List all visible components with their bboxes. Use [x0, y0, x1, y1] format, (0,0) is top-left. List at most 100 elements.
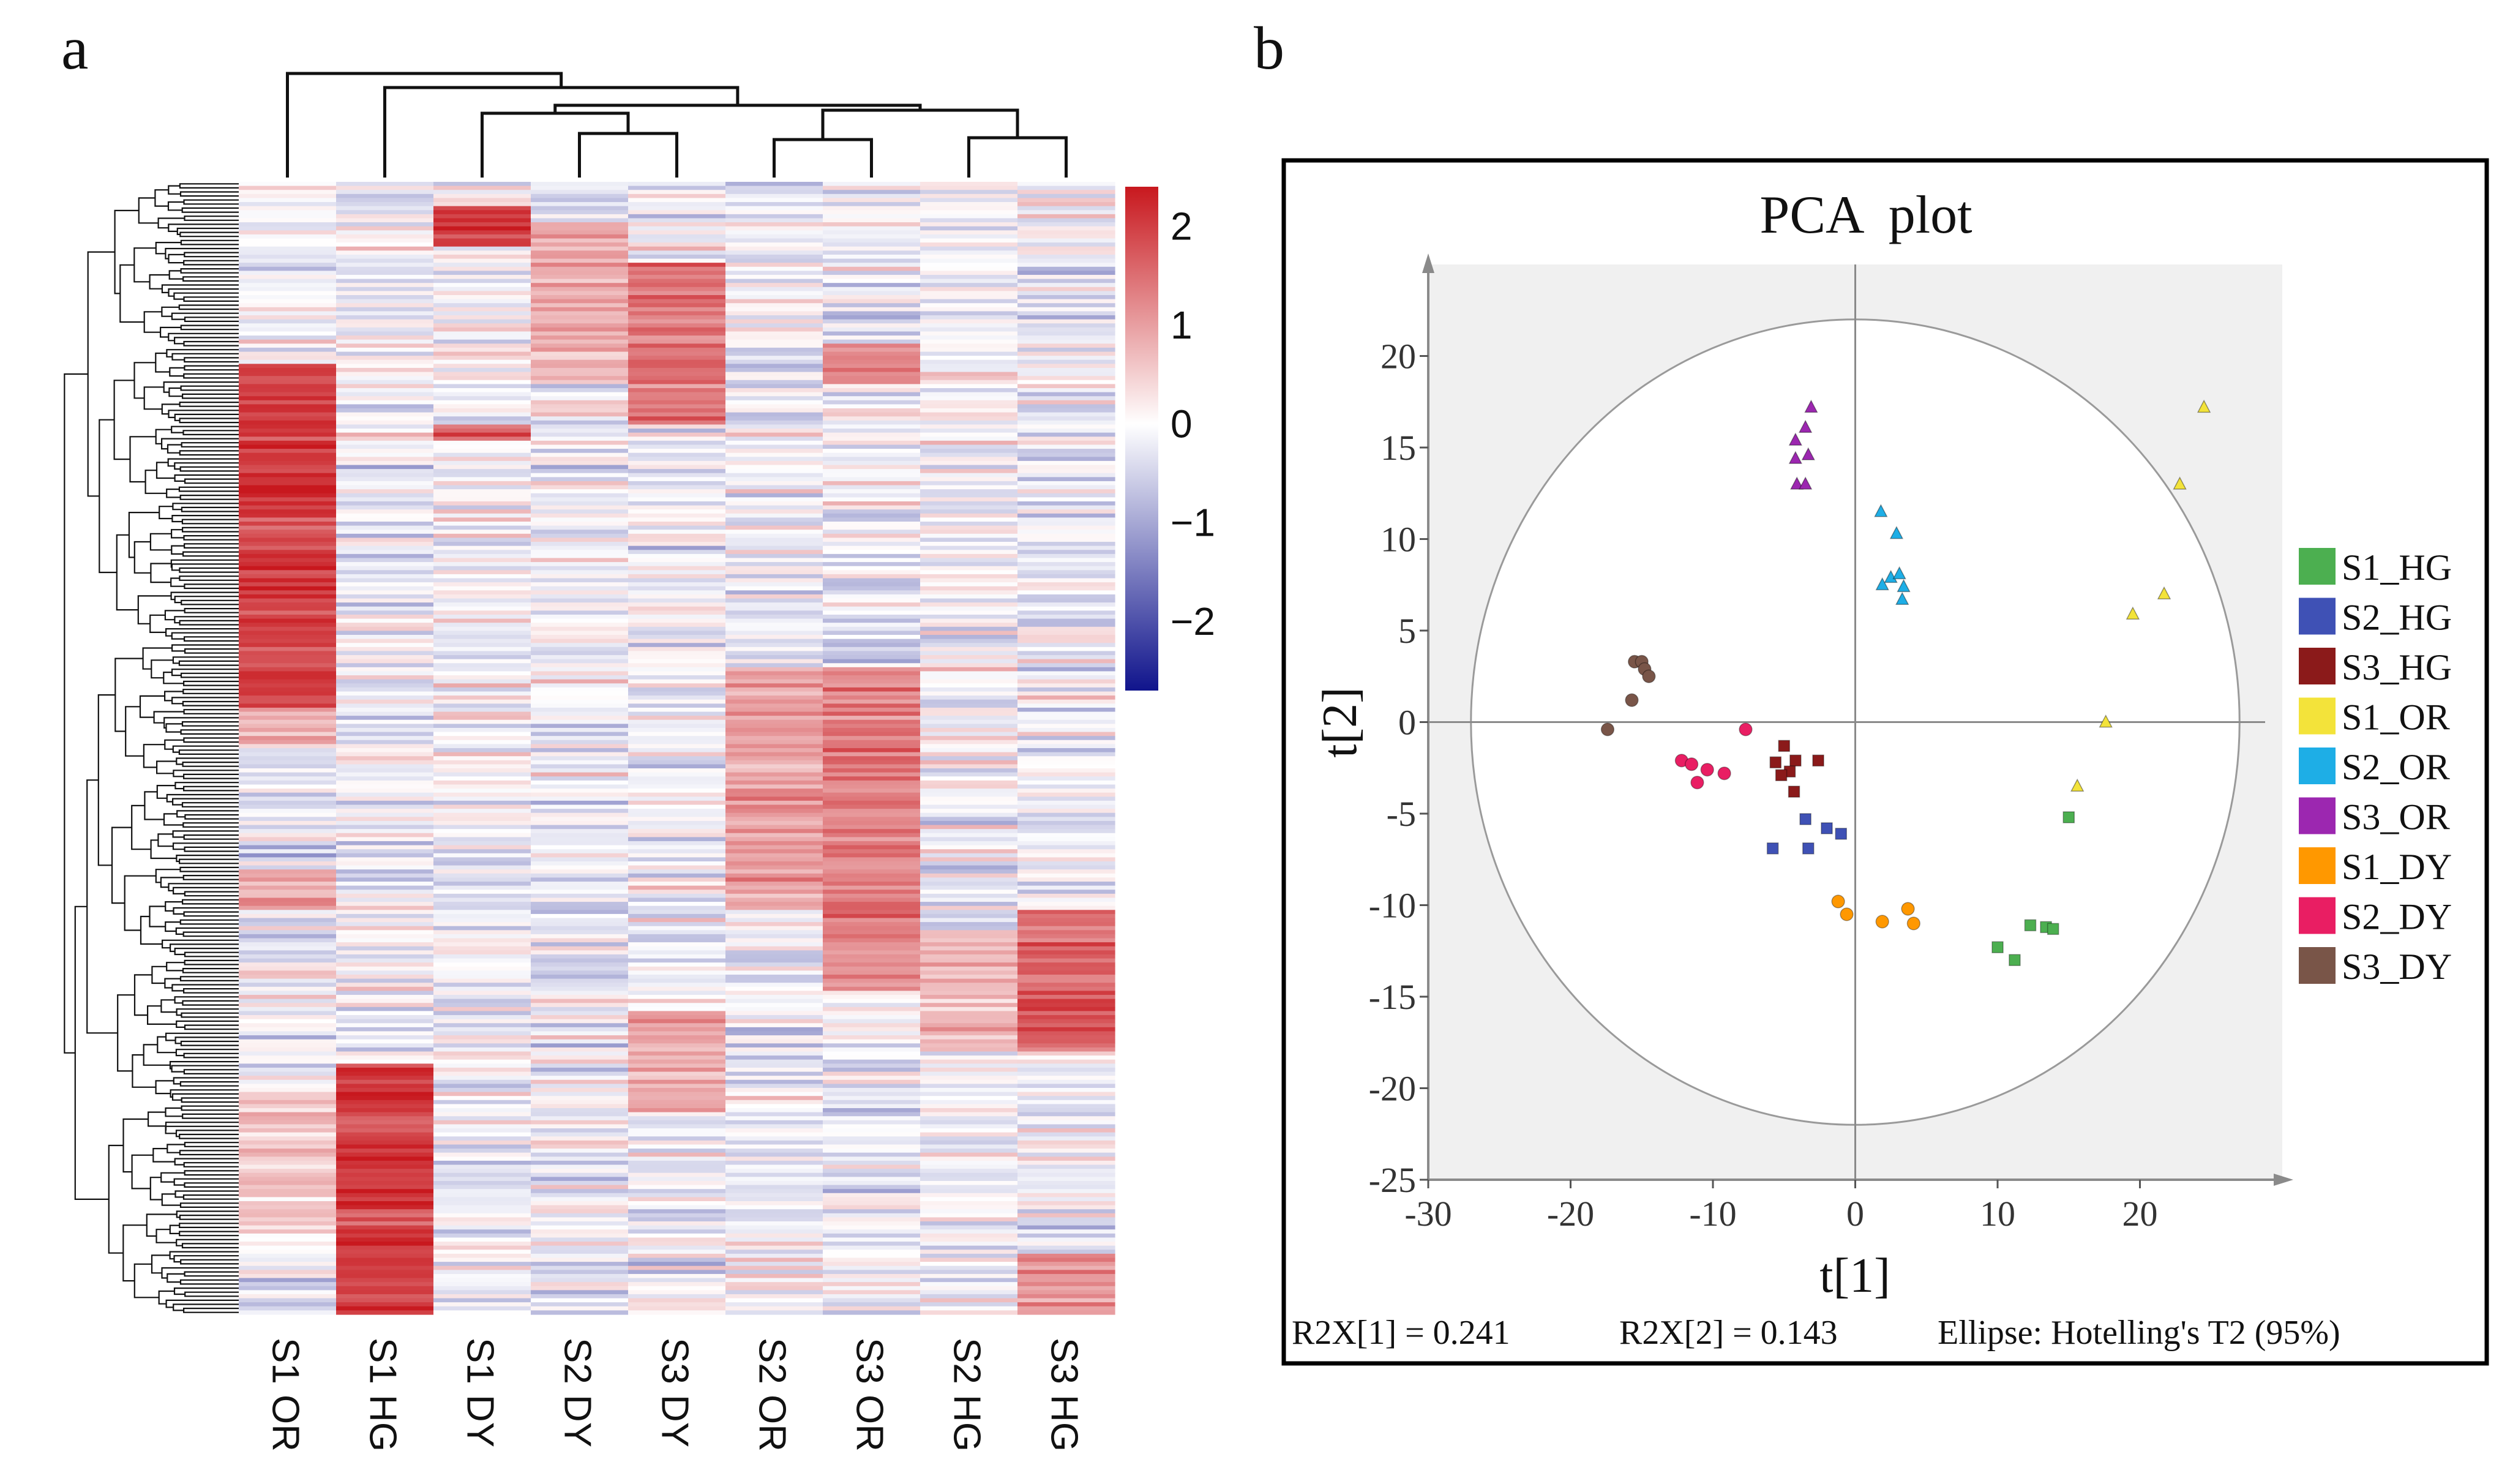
- heatmap-cell: [920, 501, 1018, 506]
- heatmap-cell: [433, 234, 531, 239]
- heatmap-cell: [336, 206, 434, 211]
- heatmap-cell: [920, 562, 1018, 567]
- heatmap-cell: [336, 1169, 434, 1174]
- heatmap-cell: [725, 1225, 823, 1230]
- heatmap-cell: [1017, 1229, 1115, 1234]
- heatmap-cell: [1017, 497, 1115, 502]
- heatmap-cell: [628, 258, 726, 263]
- heatmap-cell: [725, 274, 823, 280]
- heatmap-cell: [725, 631, 823, 635]
- heatmap-cell: [628, 1270, 726, 1275]
- heatmap-cell: [628, 752, 726, 757]
- heatmap-cell: [531, 412, 629, 417]
- heatmap-cell: [823, 303, 921, 308]
- heatmap-cell: [336, 246, 434, 251]
- heatmap-cell: [336, 1116, 434, 1121]
- heatmap-cell: [433, 558, 531, 563]
- heatmap-cell: [628, 1253, 726, 1259]
- heatmap-cell: [433, 768, 531, 773]
- heatmap-cell: [336, 380, 434, 384]
- heatmap-cell: [239, 1096, 337, 1101]
- heatmap-cell: [628, 299, 726, 304]
- heatmap-cell: [239, 711, 337, 716]
- heatmap-cell: [531, 1039, 629, 1044]
- heatmap-cell: [336, 493, 434, 498]
- heatmap-cell: [433, 631, 531, 635]
- heatmap-cell: [433, 1180, 531, 1186]
- heatmap-cell: [336, 857, 434, 862]
- heatmap-cell: [531, 857, 629, 862]
- heatmap-cell: [920, 1027, 1018, 1032]
- heatmap-cell: [531, 190, 629, 195]
- heatmap-cell: [239, 1043, 337, 1048]
- heatmap-cell: [920, 789, 1018, 793]
- heatmap-cell: [1017, 376, 1115, 381]
- heatmap-cell: [823, 558, 921, 563]
- pca-point-s2-or: [1889, 526, 1904, 539]
- heatmap-cell: [725, 1027, 823, 1032]
- heatmap-cell: [433, 416, 531, 421]
- heatmap-cell: [531, 485, 629, 490]
- heatmap-cell: [336, 202, 434, 207]
- heatmap-cell: [725, 732, 823, 736]
- heatmap-cell: [823, 893, 921, 899]
- heatmap-cell: [725, 926, 823, 931]
- heatmap-cell: [1017, 975, 1115, 980]
- heatmap-cell: [1017, 1124, 1115, 1129]
- heatmap-cell: [920, 1128, 1018, 1133]
- heatmap-cell: [920, 716, 1018, 721]
- heatmap-cell: [433, 331, 531, 336]
- heatmap-cell: [725, 311, 823, 316]
- heatmap-cell: [823, 242, 921, 247]
- heatmap-cell: [628, 485, 726, 490]
- heatmap-cell: [531, 416, 629, 421]
- heatmap-cell: [920, 384, 1018, 389]
- heatmap-cell: [628, 1011, 726, 1016]
- heatmap-cell: [239, 618, 337, 623]
- heatmap-cell: [336, 614, 434, 620]
- heatmap-cell: [823, 930, 921, 935]
- heatmap-cell: [433, 958, 531, 963]
- heatmap-cell: [823, 206, 921, 211]
- heatmap-cell: [433, 582, 531, 587]
- heatmap-cell: [920, 444, 1018, 449]
- heatmap-cell: [433, 311, 531, 316]
- heatmap-cell: [823, 545, 921, 550]
- heatmap-cell: [725, 226, 823, 231]
- heatmap-cell: [823, 1108, 921, 1113]
- heatmap-cell: [1017, 1253, 1115, 1259]
- heatmap-cell: [628, 590, 726, 595]
- heatmap-cell: [628, 323, 726, 328]
- heatmap-cell: [1017, 287, 1115, 291]
- heatmap-cell: [823, 440, 921, 446]
- heatmap-cell: [920, 1229, 1018, 1234]
- heatmap-cell: [239, 1120, 337, 1125]
- heatmap-cell: [628, 910, 726, 915]
- heatmap-cell: [531, 408, 629, 413]
- heatmap-cell: [336, 691, 434, 696]
- heatmap-cell: [823, 460, 921, 466]
- heatmap-cell: [1017, 263, 1115, 268]
- heatmap-cell: [628, 687, 726, 692]
- heatmap-cell: [823, 420, 921, 425]
- heatmap-cell: [628, 530, 726, 534]
- heatmap-cell: [628, 1096, 726, 1101]
- pca-point-s2-or: [1884, 569, 1898, 583]
- heatmap-cell: [531, 327, 629, 332]
- heatmap-cell: [920, 986, 1018, 992]
- heatmap-cell: [823, 429, 921, 433]
- heatmap-cell: [433, 505, 531, 510]
- heatmap-cell: [433, 299, 531, 304]
- heatmap-cell: [433, 950, 531, 955]
- heatmap-cell: [433, 469, 531, 474]
- heatmap-cell: [823, 416, 921, 421]
- heatmap-cell: [336, 460, 434, 466]
- heatmap-cell: [531, 444, 629, 449]
- heatmap-cell: [336, 412, 434, 417]
- heatmap-cell: [336, 420, 434, 425]
- heatmap-cell: [823, 890, 921, 894]
- heatmap-cell: [628, 671, 726, 676]
- heatmap-cell: [725, 740, 823, 744]
- heatmap-cell: [239, 1132, 337, 1137]
- heatmap-cell: [725, 501, 823, 506]
